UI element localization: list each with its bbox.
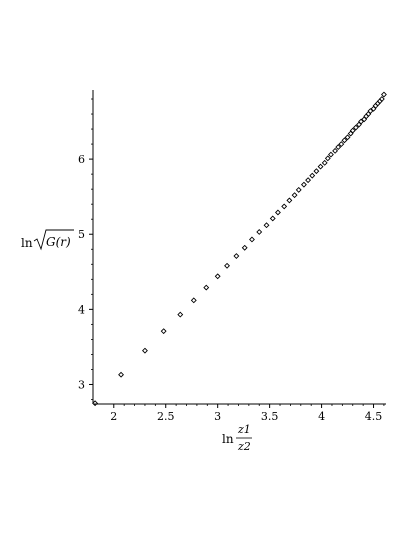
y-tick-label: 4 — [78, 303, 85, 316]
data-point — [332, 147, 339, 154]
data-point — [358, 118, 365, 125]
y-ticks: 3 4 5 6 — [78, 98, 93, 400]
data-point — [313, 168, 320, 175]
data-point — [309, 172, 316, 179]
data-point — [263, 222, 270, 229]
data-point — [177, 311, 184, 318]
y-axis-label-prefix: ln — [21, 236, 33, 250]
data-point — [291, 192, 298, 199]
data-points — [92, 91, 387, 407]
x-tick-label: 4.5 — [365, 410, 383, 423]
x-tick-label: 2.5 — [157, 410, 175, 423]
data-point — [275, 209, 281, 216]
data-point — [224, 262, 230, 269]
x-axis-label-numerator: z1 — [237, 423, 251, 436]
data-point — [190, 297, 197, 304]
x-tick-label: 4 — [318, 410, 325, 423]
data-point — [349, 127, 356, 134]
data-point — [214, 273, 221, 280]
data-point — [241, 244, 248, 251]
x-axis-label: ln z1 z2 — [222, 423, 252, 453]
data-point — [256, 229, 263, 235]
data-point — [321, 159, 328, 166]
data-point — [335, 144, 342, 151]
data-point — [317, 163, 324, 170]
y-tick-label: 3 — [78, 378, 85, 391]
data-point — [367, 108, 374, 114]
data-point — [269, 215, 276, 222]
x-axis-label-denominator: z2 — [237, 440, 251, 453]
data-point — [305, 177, 312, 184]
data-point — [286, 197, 293, 204]
data-point — [118, 371, 124, 378]
x-ticks: 2 2.5 3 3.5 4 4.5 — [110, 404, 385, 423]
data-point — [249, 236, 255, 243]
data-point — [378, 96, 385, 102]
x-axis-label-prefix: ln — [222, 432, 234, 446]
data-point — [300, 181, 307, 188]
axes — [92, 90, 386, 405]
data-point — [160, 328, 167, 335]
data-point — [203, 284, 210, 291]
x-tick-label: 3.5 — [261, 410, 279, 423]
data-point — [295, 186, 302, 193]
y-axis-label-radical-sign — [33, 229, 74, 251]
data-point — [338, 141, 345, 148]
data-point — [92, 400, 99, 407]
data-point — [142, 347, 148, 354]
x-tick-label: 2 — [110, 410, 117, 423]
data-point — [327, 151, 334, 158]
data-point — [352, 124, 359, 131]
data-point — [341, 137, 348, 144]
y-axis-label: ln G(r) — [21, 229, 74, 251]
data-point — [233, 253, 240, 259]
x-tick-label: 3 — [214, 410, 221, 423]
data-point — [380, 91, 387, 98]
y-tick-label: 6 — [78, 153, 85, 166]
y-axis-label-radicand: G(r) — [46, 235, 71, 249]
y-tick-label: 5 — [78, 228, 85, 241]
data-point — [344, 134, 351, 141]
data-point — [281, 203, 288, 210]
data-point — [324, 155, 331, 162]
